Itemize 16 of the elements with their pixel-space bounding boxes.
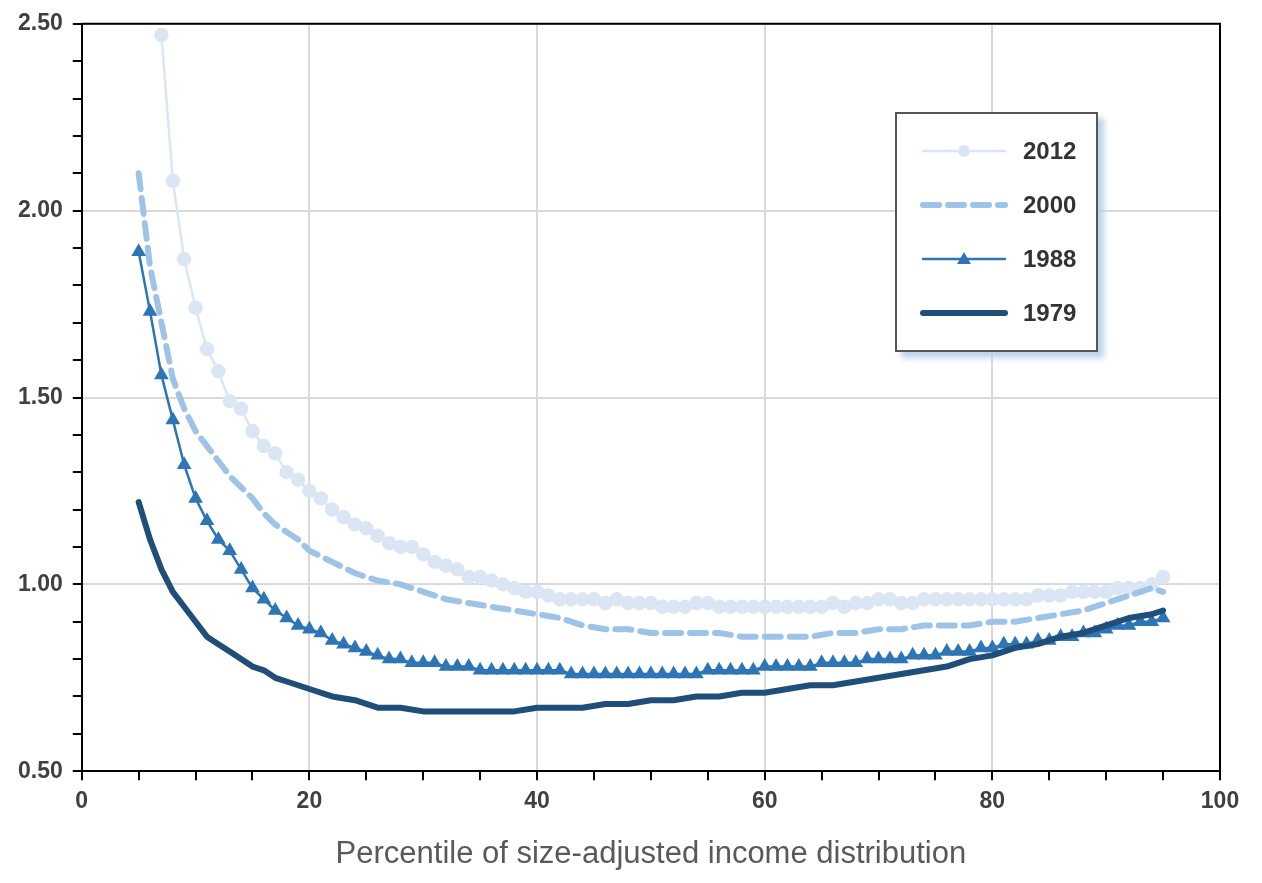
x-tick-label: 40 [524,787,550,814]
y-tick-label: 2.50 [18,9,63,36]
legend-label: 2000 [1023,190,1077,219]
x-tick-label: 0 [75,787,89,814]
legend-label: 1988 [1023,244,1077,273]
legend-label: 2012 [1023,136,1077,165]
y-tick-label: 2.00 [18,195,63,222]
x-tick-label: 100 [1200,787,1240,814]
x-tick-label: 20 [296,787,323,814]
x-axis-title: Percentile of size-adjusted income distribution [335,834,967,870]
y-tick-label: 1.50 [18,382,63,409]
x-tick-label: 80 [979,787,1006,814]
y-tick-label: 0.50 [18,756,63,783]
x-tick-label: 60 [751,787,778,814]
legend-label: 1979 [1023,298,1077,327]
y-tick-label: 1.00 [18,569,63,596]
